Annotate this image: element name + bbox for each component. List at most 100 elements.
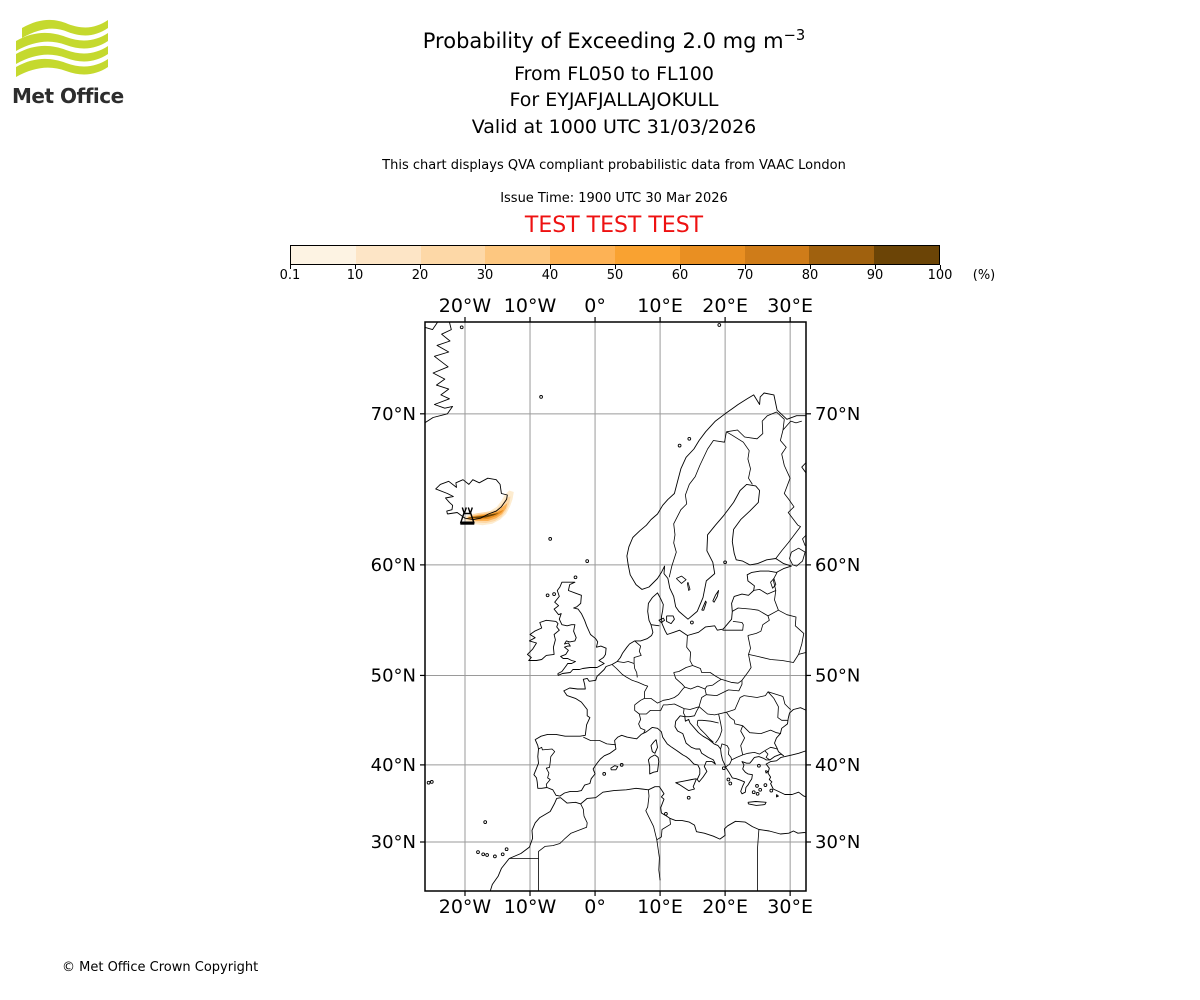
small-island xyxy=(690,620,694,625)
coastline xyxy=(764,770,769,774)
small-island xyxy=(664,811,668,816)
met-office-logo: Met Office xyxy=(12,18,132,108)
logo-wave xyxy=(16,45,108,64)
coastline xyxy=(553,581,607,676)
lon-label-bottom: 10°W xyxy=(504,896,557,918)
small-island xyxy=(493,854,497,859)
country-border xyxy=(731,750,766,761)
country-border xyxy=(583,736,616,746)
country-border xyxy=(748,651,806,663)
small-island xyxy=(763,783,768,787)
subtitle-flight-levels: From FL050 to FL100 xyxy=(514,63,714,85)
colorbar-segment xyxy=(485,246,551,264)
colorbar-segment xyxy=(355,246,421,264)
country-border xyxy=(764,750,771,761)
lake-outline xyxy=(687,582,691,591)
lat-label-left: 70°N xyxy=(371,404,416,425)
country-border xyxy=(698,688,707,707)
lon-label-bottom: 20°W xyxy=(439,896,492,918)
lake-outline xyxy=(770,578,777,589)
small-island xyxy=(426,780,431,785)
coastline xyxy=(650,739,658,754)
coastline xyxy=(489,786,806,891)
small-island xyxy=(619,763,624,767)
small-island xyxy=(483,820,488,824)
small-island xyxy=(755,784,759,788)
country-border xyxy=(639,703,700,715)
small-island xyxy=(723,560,727,565)
country-border xyxy=(732,607,779,617)
coastline xyxy=(666,615,675,625)
country-border xyxy=(743,691,788,721)
country-border xyxy=(715,713,723,744)
coastline xyxy=(658,617,666,623)
country-border xyxy=(698,695,745,716)
country-border xyxy=(685,706,700,718)
colorbar-segment xyxy=(291,246,356,264)
colorbar-tick xyxy=(939,265,941,269)
country-border xyxy=(747,615,770,636)
colorbar-tick xyxy=(289,265,291,269)
country-border xyxy=(668,431,727,578)
lat-label-left: 40°N xyxy=(371,755,416,776)
colorbar-segment xyxy=(809,246,875,264)
coastline xyxy=(675,778,697,792)
small-island xyxy=(573,575,578,580)
country-border xyxy=(726,711,743,727)
small-island xyxy=(552,592,556,596)
country-border xyxy=(645,789,661,881)
lake-outline xyxy=(676,575,687,584)
country-border xyxy=(673,672,686,688)
volcano-marker-icon xyxy=(459,507,475,525)
country-border xyxy=(782,419,802,431)
country-border xyxy=(509,858,539,891)
copyright-text: © Met Office Crown Copyright xyxy=(62,960,259,975)
small-island xyxy=(769,788,774,793)
ash-plume-layer xyxy=(467,513,499,519)
lon-label-top: 10°W xyxy=(504,295,557,317)
colorbar-tick-label: 70 xyxy=(736,268,754,283)
lon-label-bottom: 10°E xyxy=(637,896,683,918)
country-border xyxy=(742,725,782,734)
country-border xyxy=(692,665,743,684)
title-superscript: −3 xyxy=(783,27,806,44)
colorbar-tick-label: 40 xyxy=(541,268,559,283)
small-island xyxy=(545,593,550,598)
lat-label-left: 30°N xyxy=(371,832,416,853)
country-border xyxy=(706,680,743,696)
country-border xyxy=(684,678,722,690)
logo-wave xyxy=(16,32,108,51)
colorbar-segment xyxy=(744,246,810,264)
colorbar-tick xyxy=(809,265,811,269)
lat-label-right: 60°N xyxy=(815,555,860,576)
colorbar-tick-label: 20 xyxy=(411,268,429,283)
small-island xyxy=(686,795,691,800)
country-border xyxy=(722,621,744,631)
lon-label-top: 10°E xyxy=(637,295,683,317)
small-island xyxy=(429,780,434,784)
country-border xyxy=(697,719,719,724)
coastline xyxy=(526,619,560,661)
coastline xyxy=(647,754,660,775)
lon-label-bottom: 0° xyxy=(584,896,606,918)
small-island xyxy=(485,853,489,857)
colorbar-tick xyxy=(874,265,876,269)
lon-label-top: 30°E xyxy=(767,295,813,317)
colorbar-tick-label: 30 xyxy=(476,268,494,283)
country-border xyxy=(775,429,801,559)
coastline xyxy=(533,392,806,797)
small-island xyxy=(726,777,731,782)
country-border xyxy=(778,609,805,655)
subtitle-valid-time: Valid at 1000 UTC 31/03/2026 xyxy=(471,116,757,138)
country-border xyxy=(656,818,671,841)
small-island xyxy=(504,847,509,852)
coastline xyxy=(765,750,806,798)
colorbar-tick xyxy=(354,265,356,269)
coastline xyxy=(701,600,707,611)
colorbar-tick-label: 100 xyxy=(927,268,953,283)
country-border xyxy=(538,746,556,788)
coastline xyxy=(610,765,619,771)
small-island xyxy=(548,537,553,541)
small-island xyxy=(677,443,682,448)
logo-wave xyxy=(22,19,108,38)
